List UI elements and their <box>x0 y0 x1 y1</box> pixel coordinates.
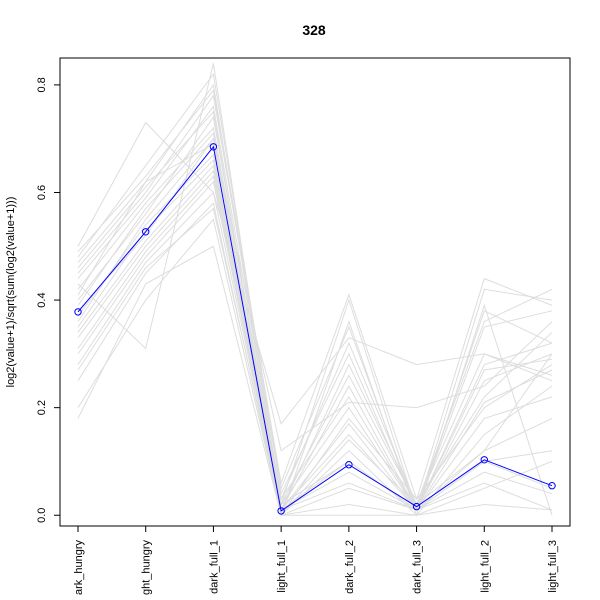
highlight-point <box>345 461 353 469</box>
x-tick-label: dark_full_2 <box>344 540 356 594</box>
y-tick-label: 0.6 <box>36 185 48 200</box>
x-tick-label: ght_hungry <box>141 540 153 596</box>
highlight-point <box>548 482 556 490</box>
y-axis: 0.0 0.2 0.4 0.6 0.8 <box>36 77 60 523</box>
highlight-series-line <box>77 145 553 512</box>
x-tick-label: light_full_2 <box>479 540 491 593</box>
background-series-line <box>77 126 553 511</box>
chart-title: 328 <box>302 22 326 38</box>
highlight-series-group <box>74 143 556 515</box>
highlight-point <box>480 456 488 464</box>
y-tick-label: 0.0 <box>36 508 48 523</box>
highlight-point <box>412 502 421 511</box>
background-series-line <box>77 132 553 512</box>
background-series-line <box>77 180 553 512</box>
highlight-point <box>277 507 285 515</box>
background-series-line <box>77 115 553 507</box>
highlight-point <box>209 143 218 151</box>
highlight-point <box>74 308 82 316</box>
y-tick-label: 0.2 <box>36 400 48 415</box>
background-series-line <box>77 202 553 517</box>
background-series-line <box>77 175 553 517</box>
x-tick-label: light_full_3 <box>547 540 559 593</box>
background-series-line <box>77 191 553 511</box>
background-series-line <box>77 164 553 512</box>
background-series-line <box>77 110 553 517</box>
background-series-line <box>77 159 553 511</box>
background-series-line <box>77 63 553 511</box>
x-tick-label: dark_full_1 <box>208 540 220 594</box>
plot-area-border <box>59 57 571 527</box>
x-tick-label: dark_full_3 <box>412 540 424 594</box>
background-series-line <box>77 89 553 501</box>
background-series-line <box>77 94 553 512</box>
y-axis-label: log2(value+1)/sqrt(sum(log2(value+1))) <box>5 197 17 388</box>
highlight-point <box>142 228 150 236</box>
background-series-line <box>77 83 553 512</box>
background-series-group <box>77 63 553 517</box>
x-tick-label: light_full_1 <box>276 540 288 593</box>
background-series-line <box>77 218 553 516</box>
x-axis: ark_hungry ght_hungry dark_full_1 light_ful… <box>73 526 559 595</box>
background-series-line <box>77 121 553 425</box>
background-series-line <box>77 137 553 511</box>
background-series-line <box>77 153 553 516</box>
background-series-line <box>77 105 553 506</box>
background-series-line <box>77 245 553 516</box>
y-tick-label: 0.4 <box>36 292 48 307</box>
x-tick-label: ark_hungry <box>73 540 85 596</box>
background-series-line <box>77 143 553 452</box>
background-series-line <box>77 207 553 511</box>
y-tick-label: 0.8 <box>36 77 48 92</box>
background-series-line <box>77 72 553 512</box>
